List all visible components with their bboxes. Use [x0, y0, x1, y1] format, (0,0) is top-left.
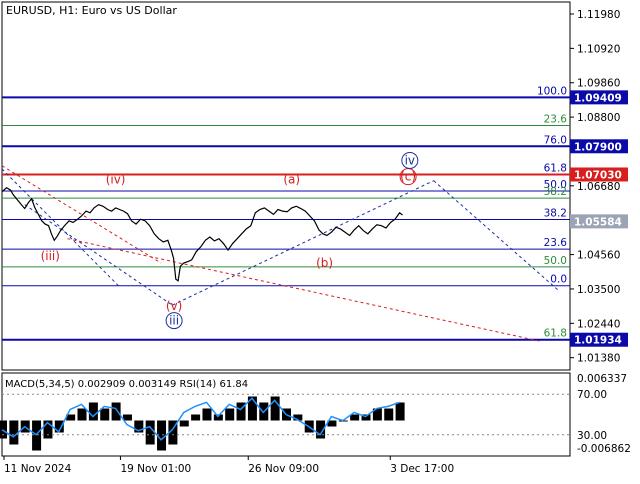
wave-label: iii: [169, 314, 179, 328]
macd-bar: [168, 420, 178, 445]
macd-bar: [191, 414, 201, 421]
fib-level-label: 76.0: [544, 134, 567, 146]
macd-bar: [54, 420, 64, 433]
price-badge: [570, 332, 628, 347]
rsi-line: [1, 397, 400, 441]
macd-bar: [236, 402, 246, 421]
macd-min-label: -0.006862: [577, 443, 631, 455]
macd-bar: [384, 408, 394, 421]
trend-line: [1, 165, 162, 264]
macd-bar: [145, 420, 155, 445]
wave-label: iv: [405, 153, 415, 167]
chart-title: EURUSD, H1: Euro vs US Dollar: [6, 4, 177, 17]
macd-label: MACD(5,34,5) 0.002909 0.003149 RSI(14) 6…: [5, 379, 248, 390]
price-tick-label: 1.11980: [577, 9, 620, 21]
rsi-level-label: 30.00: [577, 430, 607, 442]
time-tick-label: 3 Dec 17:00: [390, 463, 454, 475]
fib-level-label: 0.0: [550, 274, 567, 286]
wave-label: (a): [283, 173, 300, 187]
price-tick-label: 1.02440: [577, 318, 620, 330]
time-axis: 11 Nov 2024 19 Nov 01:00 26 Nov 09:00 3 Dec…: [3, 456, 454, 475]
fib-level-label: 38.2: [544, 208, 567, 220]
fib-level-label: 50.0: [544, 255, 567, 267]
price-tick-label: 1.01380: [577, 353, 620, 365]
price-tick-label: 1.08800: [577, 112, 620, 124]
macd-bar: [225, 408, 235, 421]
macd-bar: [9, 420, 19, 445]
price-badge-label: 1.07900: [574, 141, 622, 153]
fib-level-label: 38.2: [544, 186, 567, 198]
fib-level-label: 23.6: [544, 114, 568, 126]
macd-bar: [0, 420, 7, 439]
price-axis: 1.119801.109201.098601.088001.066801.056…: [570, 9, 628, 365]
wave-line: [172, 180, 434, 306]
macd-bar: [350, 414, 360, 421]
macd-bar: [293, 414, 303, 421]
price-tick-label: 1.04560: [577, 250, 620, 262]
wave-circle: [165, 312, 183, 330]
macd-bar: [247, 396, 257, 421]
price-tick-label: 1.10920: [577, 43, 620, 55]
fib-level-label: 100.0: [537, 85, 567, 97]
macd-bar: [88, 402, 98, 421]
price-frame: [1, 1, 571, 371]
wave-label: (c): [400, 170, 416, 184]
price-badge: [570, 90, 628, 105]
macd-bar: [316, 420, 326, 439]
time-tick-label: 11 Nov 2024: [4, 463, 72, 475]
price-badge: [570, 214, 628, 229]
macd-bar: [43, 420, 53, 439]
macd-bar: [202, 408, 212, 421]
projection-line: [433, 180, 559, 291]
macd-bar: [213, 414, 223, 421]
fib-level-label: 61.8: [544, 162, 567, 174]
price-badge-label: 1.05584: [574, 216, 622, 228]
price-badge: [570, 167, 628, 182]
price-badge-label: 1.07030: [574, 169, 622, 181]
macd-bar: [395, 402, 405, 421]
wave-label: (iii): [41, 249, 60, 263]
price-badge-label: 1.09409: [574, 92, 622, 104]
fib-level-label: 50.0: [544, 179, 567, 191]
macd-plot: 70.00 30.00 0.006337 -0.006862: [0, 372, 631, 457]
price-tick-label: 1.03500: [577, 284, 620, 296]
macd-bar: [327, 420, 337, 427]
macd-bar: [122, 414, 132, 421]
price-plot: 100.023.676.061.850.038.238.223.650.00.0…: [1, 1, 571, 394]
price-badge-label: 1.01934: [574, 335, 622, 347]
price-tick-label: 1.06680: [577, 181, 620, 193]
macd-bar: [361, 414, 371, 421]
wave-label: (v): [166, 299, 182, 313]
macd-bar: [100, 408, 110, 421]
macd-bar: [66, 414, 76, 421]
trend-line: [67, 238, 542, 342]
wave-label: (iv): [106, 173, 126, 187]
price-line: [1, 187, 403, 282]
wave-circle: [401, 151, 419, 169]
fib-level-label: 61.8: [544, 328, 567, 340]
rsi-level-label: 70.00: [577, 389, 607, 401]
macd-bar: [270, 396, 280, 421]
fib-level-label: 23.6: [544, 237, 568, 249]
price-tick-label: 1.09860: [577, 78, 620, 90]
time-tick-label: 26 Nov 09:00: [248, 463, 319, 475]
macd-bar: [77, 408, 87, 421]
macd-bar: [157, 420, 167, 451]
macd-bar: [111, 402, 121, 421]
macd-bar: [372, 408, 382, 421]
macd-bar: [32, 420, 42, 451]
macd-bar: [179, 420, 189, 427]
wave-label: (b): [316, 256, 333, 270]
macd-max-label: 0.006337: [577, 373, 627, 385]
macd-bar: [134, 420, 144, 433]
time-tick-label: 19 Nov 01:00: [120, 463, 191, 475]
price-badge: [570, 139, 628, 154]
